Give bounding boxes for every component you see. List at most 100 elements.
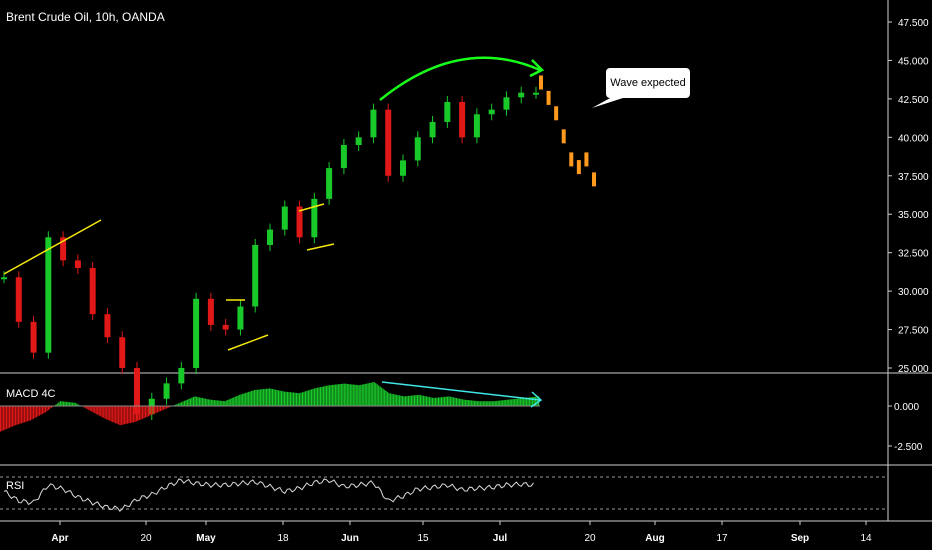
candle (414, 137, 421, 161)
macd-bar (192, 397, 194, 406)
macd-bar (479, 401, 481, 406)
macd-bar (165, 406, 168, 409)
macd-bar (526, 397, 528, 406)
macd-bar (442, 397, 444, 406)
macd-bar (451, 397, 453, 406)
macd-bar (485, 401, 487, 406)
macd-bar (294, 392, 296, 406)
projected-candle (576, 160, 581, 175)
macd-bar (260, 389, 262, 406)
macd-bar (376, 384, 378, 406)
candle (163, 383, 170, 399)
macd-bar (49, 406, 51, 410)
macd-bar (446, 396, 449, 406)
macd-bar (484, 401, 486, 406)
candle (15, 277, 22, 322)
macd-bar (285, 391, 287, 406)
macd-bar (258, 389, 260, 406)
macd-bar (481, 401, 483, 406)
macd-bar (236, 396, 238, 406)
rsi-label: RSI (6, 480, 25, 492)
candle (370, 109, 377, 138)
macd-bar (101, 406, 103, 418)
price-tick-label: 32.500 (898, 249, 929, 260)
macd-bar (215, 400, 217, 406)
macd-bar (164, 406, 166, 410)
wave-arc-arrowhead (529, 59, 545, 78)
time-tick-label: 20 (140, 533, 152, 544)
candle (267, 229, 273, 245)
macd-bar (434, 397, 437, 406)
macd-bar (397, 395, 399, 406)
macd-bar (55, 404, 57, 406)
macd-bar (237, 395, 239, 406)
macd-bar (113, 406, 115, 423)
macd-bar (7, 406, 9, 429)
candle (252, 244, 259, 307)
macd-bar (125, 406, 127, 424)
macd-bar (399, 395, 401, 406)
macd-bar (147, 406, 150, 417)
projected-candle (539, 75, 543, 90)
projected-candle (569, 152, 574, 167)
macd-bar (313, 388, 316, 406)
wave-arc-arrow (379, 56, 541, 101)
macd-bar (460, 398, 462, 406)
macd-bar (370, 382, 372, 406)
macd-bar (174, 404, 177, 406)
macd-bar (94, 406, 96, 414)
candle (459, 101, 466, 138)
macd-bar (177, 403, 180, 406)
macd-bar (144, 406, 147, 418)
macd-bar (499, 400, 501, 406)
macd-bar (213, 400, 215, 406)
price-tick-label: 35.000 (898, 210, 929, 221)
macd-bar (103, 406, 105, 418)
macd-bar (269, 388, 271, 406)
macd-bar (424, 396, 426, 406)
candle (30, 321, 37, 353)
macd-bar (5, 406, 8, 430)
macd-bar (28, 406, 30, 421)
macd-bar (439, 397, 441, 406)
macd-bar (452, 397, 455, 406)
macd-bar (366, 383, 368, 406)
macd-bar (23, 406, 26, 423)
macd-bar (517, 398, 519, 406)
candle (222, 324, 229, 330)
macd-bar (209, 399, 211, 406)
macd-bar (140, 406, 142, 420)
macd-bar (289, 392, 292, 406)
candle (60, 237, 67, 261)
macd-bar (109, 406, 111, 421)
macd-bar (357, 385, 359, 406)
macd-bar (242, 393, 244, 406)
macd-bar (1, 406, 3, 431)
macd-bar (25, 406, 27, 422)
macd-bar (324, 386, 326, 406)
macd-bar (295, 392, 298, 406)
macd-bar (61, 401, 63, 406)
macd-bar (385, 390, 387, 406)
macd-bar (493, 401, 495, 406)
macd-bar (337, 384, 339, 406)
macd-bar (234, 396, 236, 406)
macd-bar (159, 406, 162, 412)
pattern-line (298, 203, 325, 212)
macd-bar (204, 398, 206, 406)
pattern-line (3, 219, 102, 275)
macd-bar (393, 394, 395, 406)
macd-bar (300, 392, 302, 406)
macd-bar (179, 402, 181, 406)
macd-bar (198, 397, 200, 406)
macd-bar (515, 398, 517, 406)
macd-bar (387, 392, 389, 406)
macd-bar (378, 385, 380, 406)
macd-bar (298, 393, 301, 406)
candle (89, 268, 96, 315)
macd-bar (475, 400, 477, 406)
macd-bar (131, 406, 133, 423)
macd-bar (162, 406, 165, 410)
macd-bar (128, 406, 130, 424)
macd-bar (415, 395, 417, 406)
